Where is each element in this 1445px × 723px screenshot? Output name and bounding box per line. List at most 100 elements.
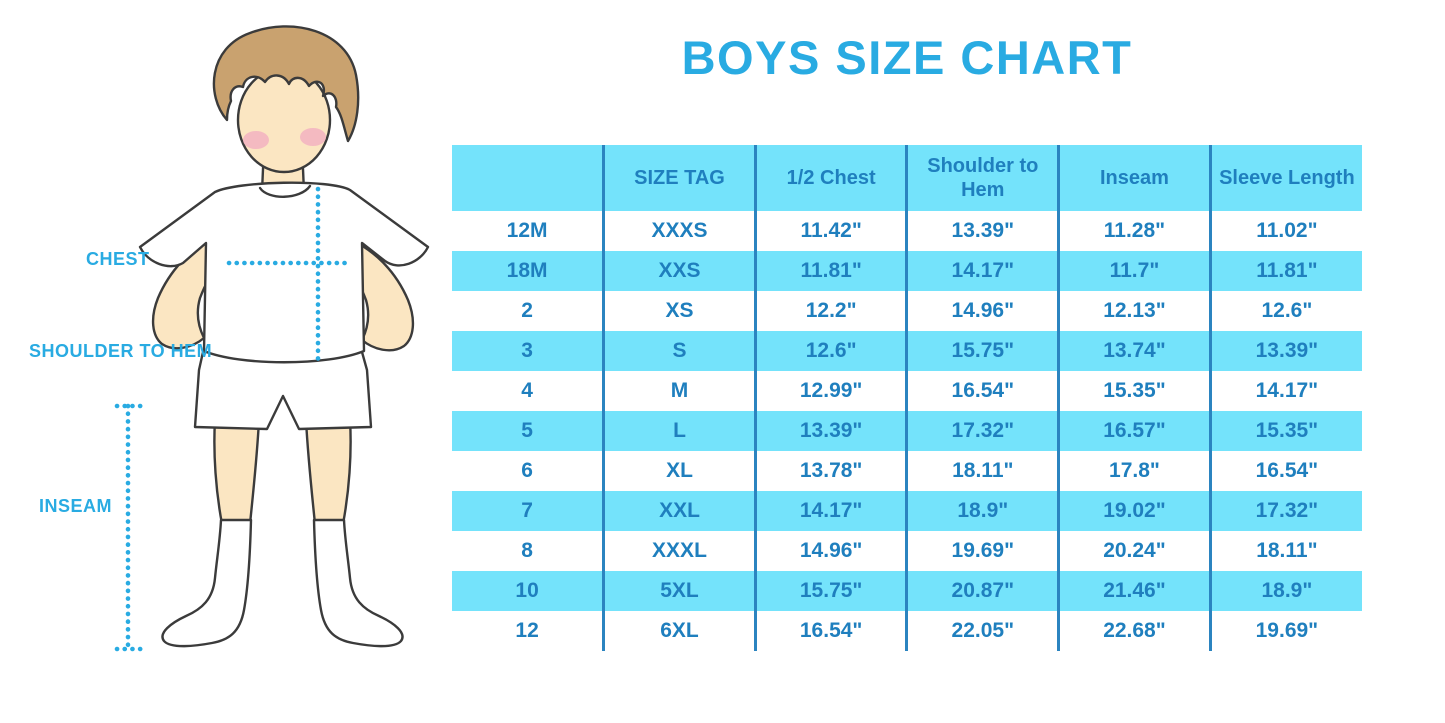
cell: 17.32" xyxy=(905,411,1059,451)
cell: 11.42" xyxy=(753,211,907,251)
cell: 22.05" xyxy=(905,611,1059,651)
cell: 19.69" xyxy=(1208,611,1362,651)
cell: 13.39" xyxy=(905,211,1059,251)
table-row: 12M XXXS 11.42" 13.39" 11.28" 11.02" xyxy=(452,211,1362,251)
cell: XXL xyxy=(602,491,756,531)
cell: 5XL xyxy=(602,571,756,611)
cell: S xyxy=(602,331,756,371)
row-size-label: 12 xyxy=(515,619,539,642)
table-row: 10 5XL 15.75" 20.87" 21.46" 18.9" xyxy=(452,571,1362,611)
cell: 17.32" xyxy=(1208,491,1362,531)
table-row: 4 M 12.99" 16.54" 15.35" 14.17" xyxy=(452,371,1362,411)
header-row: SIZE TAG 1/2 Chest Shoulder to Hem Inseam Sl… xyxy=(452,145,1362,211)
cell: 20.24" xyxy=(1057,531,1211,571)
cell: 11.81" xyxy=(753,251,907,291)
cell: 19.02" xyxy=(1057,491,1211,531)
cell: 18.11" xyxy=(905,451,1059,491)
column-header-inseam: Inseam xyxy=(1057,145,1211,211)
boy-illustration xyxy=(114,25,430,652)
cell: 16.57" xyxy=(1057,411,1211,451)
column-header-size-tag: SIZE TAG xyxy=(602,145,756,211)
cell: 14.96" xyxy=(753,531,907,571)
boy-left-leg xyxy=(213,418,261,526)
cell: 20.87" xyxy=(905,571,1059,611)
cell: 14.17" xyxy=(753,491,907,531)
shoulder-to-hem-label: SHOULDER TO HEM xyxy=(29,341,213,361)
cell: 19.69" xyxy=(905,531,1059,571)
row-size-label: 7 xyxy=(452,491,604,531)
cell: 16.54" xyxy=(753,611,907,651)
boy-right-cheek xyxy=(300,128,326,146)
size-table-header: SIZE TAG 1/2 Chest Shoulder to Hem Inseam Sl… xyxy=(452,145,1362,211)
table-row: 5 L 13.39" 17.32" 16.57" 15.35" xyxy=(452,411,1362,451)
boy-shorts xyxy=(193,350,373,431)
cell: 12.99" xyxy=(753,371,907,411)
cell: 13.39" xyxy=(753,411,907,451)
boy-left-cheek xyxy=(243,131,269,149)
row-size-label: 5 xyxy=(452,411,604,451)
cell: M xyxy=(602,371,756,411)
cell: 15.35" xyxy=(1208,411,1362,451)
cell: 16.54" xyxy=(905,371,1059,411)
row-size-label: 8 xyxy=(521,539,533,562)
column-header-1-2-chest: 1/2 Chest xyxy=(753,145,907,211)
cell: 13.74" xyxy=(1057,331,1211,371)
cell: 13.39" xyxy=(1208,331,1362,371)
boy-right-leg xyxy=(304,418,352,526)
row-size-label: 4 xyxy=(521,379,533,402)
cell: 18.9" xyxy=(1208,571,1362,611)
page-title: BOYS SIZE CHART xyxy=(681,31,1133,84)
cell: 11.7" xyxy=(1057,251,1211,291)
cell: 21.46" xyxy=(1057,571,1211,611)
cell: 12.6" xyxy=(753,331,907,371)
table-row: 2 XS 12.2" 14.96" 12.13" 12.6" xyxy=(452,291,1362,331)
column-header-sleeve-length: Sleeve Length xyxy=(1208,145,1362,211)
cell: 17.8" xyxy=(1057,451,1211,491)
cell: 14.17" xyxy=(905,251,1059,291)
table-row: 6 XL 13.78" 18.11" 17.8" 16.54" xyxy=(452,451,1362,491)
table-row: 12 6XL 16.54" 22.05" 22.68" 19.69" xyxy=(452,611,1362,651)
cell: 22.68" xyxy=(1057,611,1211,651)
cell: 11.81" xyxy=(1208,251,1362,291)
row-size-label: 6 xyxy=(521,459,533,482)
cell: 13.78" xyxy=(753,451,907,491)
cell: 11.28" xyxy=(1057,211,1211,251)
cell: 18.11" xyxy=(1208,531,1362,571)
row-size-label: 2 xyxy=(521,299,533,322)
cell: XXS xyxy=(602,251,756,291)
size-table: SIZE TAG 1/2 Chest Shoulder to Hem Inseam Sl… xyxy=(452,145,1362,651)
cell: 12.2" xyxy=(753,291,907,331)
cell: 15.75" xyxy=(905,331,1059,371)
boy-right-sock xyxy=(312,518,404,648)
boy-face xyxy=(236,66,332,174)
cell: XXXL xyxy=(602,531,756,571)
cell: L xyxy=(602,411,756,451)
boy-tshirt xyxy=(138,181,430,364)
cell: 14.96" xyxy=(905,291,1059,331)
boy-collar xyxy=(258,184,312,198)
row-size-label: 18M xyxy=(452,251,604,291)
row-size-label: 3 xyxy=(452,331,604,371)
cell: XS xyxy=(602,291,756,331)
inseam-label: INSEAM xyxy=(39,496,113,516)
cell: XXXS xyxy=(602,211,756,251)
boy-hair xyxy=(212,25,360,143)
row-size-label: 12M xyxy=(506,219,548,242)
chest-label: CHEST xyxy=(86,249,150,269)
table-row: 7 XXL 14.17" 18.9" 19.02" 17.32" xyxy=(452,491,1362,531)
cell: 14.17" xyxy=(1208,371,1362,411)
column-header-shoulder-to-hem: Shoulder to Hem xyxy=(905,145,1059,211)
cell: 16.54" xyxy=(1208,451,1362,491)
size-table-body: 12M XXXS 11.42" 13.39" 11.28" 11.02" 18M XXS 11.… xyxy=(452,211,1362,651)
cell: 18.9" xyxy=(905,491,1059,531)
table-row: 18M XXS 11.81" 14.17" 11.7" 11.81" xyxy=(452,251,1362,291)
table-row: 3 S 12.6" 15.75" 13.74" 13.39" xyxy=(452,331,1362,371)
cell: 15.75" xyxy=(753,571,907,611)
cell: 15.35" xyxy=(1057,371,1211,411)
cell: XL xyxy=(602,451,756,491)
row-size-label: 10 xyxy=(452,571,604,611)
corner-header xyxy=(452,145,604,211)
boy-left-sock xyxy=(161,518,253,648)
cell: 11.02" xyxy=(1208,211,1362,251)
